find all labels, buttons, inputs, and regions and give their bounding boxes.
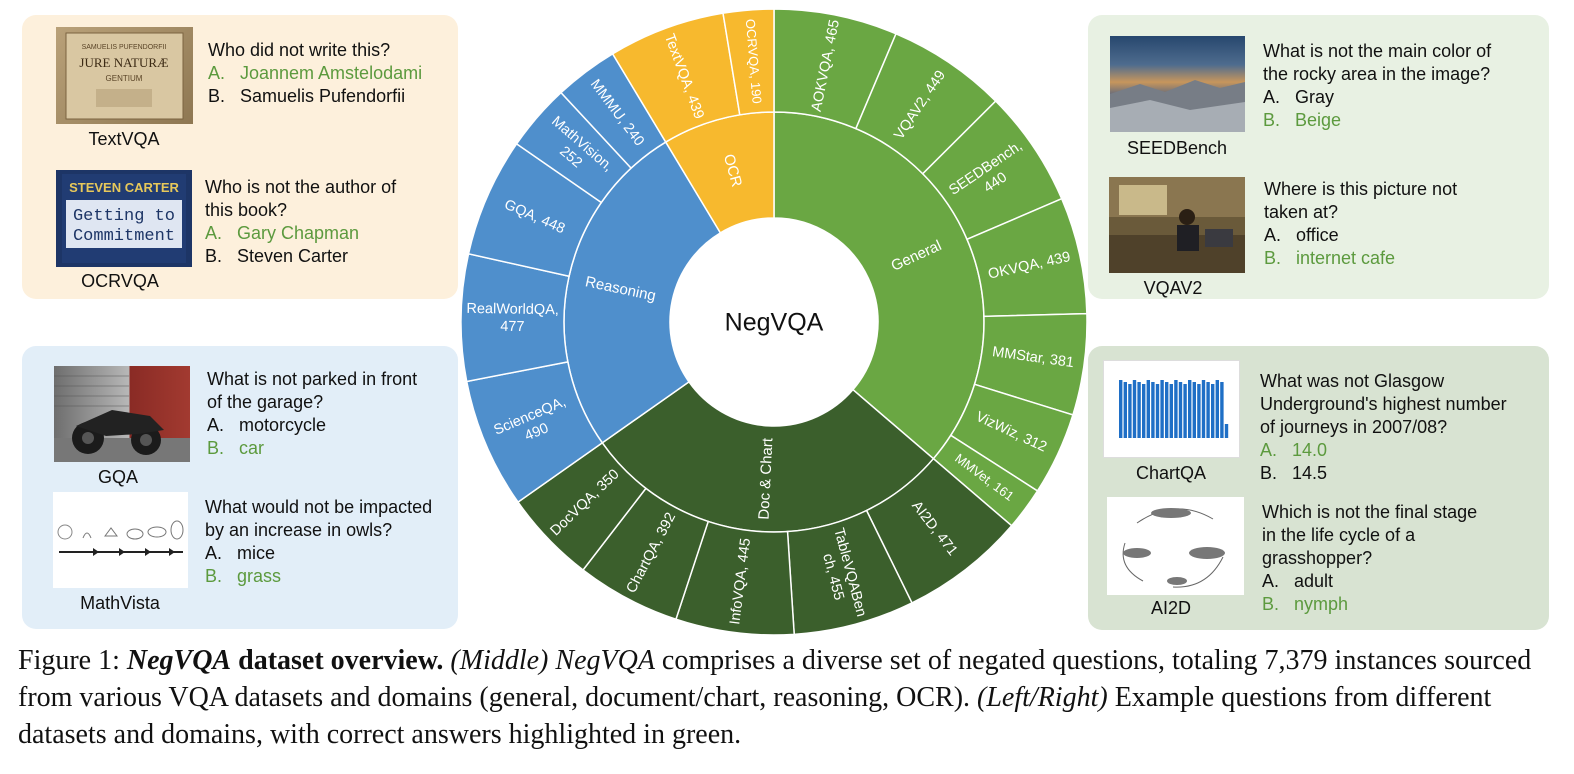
caption-middle-tag: (Middle)	[450, 645, 549, 676]
chartqa-thumbnail	[1103, 360, 1240, 458]
textvqa-thumb-line1: SAMUELIS PUFENDORFII	[82, 44, 167, 51]
ai2d-option-b: B. nymph	[1262, 594, 1349, 614]
vqav2-question: Where is this picture not taken at?	[1264, 179, 1458, 222]
textvqa-dataset-label: TextVQA	[88, 129, 160, 149]
chartqa-question: What was not Glasgow Underground's highe…	[1260, 371, 1507, 437]
textvqa-qa: Who did not write this? A. Joannem Amstel…	[208, 39, 422, 108]
mathvista-option-b: B. grass	[205, 566, 282, 586]
ocrvqa-dataset-label: OCRVQA	[81, 271, 159, 291]
ocrvqa-thumb-line3: Commitment	[73, 227, 175, 246]
seedbench-thumbnail	[1110, 36, 1245, 132]
caption-side-text: Example questions from different dataset…	[18, 682, 1492, 750]
caption-fig-number: Figure 1:	[18, 645, 127, 676]
textvqa-option-a: A. Joannem Amstelodami	[208, 63, 423, 83]
vqav2-option-a: A. office	[1264, 225, 1339, 245]
textvqa-thumb-line2: JURE NATURÆ	[79, 55, 168, 70]
seedbench-dataset-label: SEEDBench	[1126, 138, 1228, 158]
textvqa-question: Who did not write this?	[208, 40, 391, 60]
seedbench-option-b: B. Beige	[1263, 110, 1342, 130]
gqa-qa: What is not parked in front of the garag…	[207, 368, 417, 460]
mathvista-dataset-label: MathVista	[80, 593, 160, 613]
seedbench-option-a: A. Gray	[1263, 87, 1335, 107]
vqav2-thumbnail	[1109, 177, 1245, 273]
vqav2-option-b: B. internet cafe	[1264, 248, 1396, 268]
textvqa-thumb-line3: GENTIUM	[106, 74, 143, 83]
ai2d-thumbnail	[1107, 497, 1244, 595]
domain-label-doc-chart: Doc & Chart	[756, 437, 777, 520]
seedbench-qa: What is not the main color of the rocky …	[1263, 40, 1491, 132]
dataset-label-realworldqa: RealWorldQA,477	[466, 301, 559, 336]
dataset-segment-ocrvqa	[722, 8, 775, 116]
dataset-label-ocrvqa: OCRVQA, 190	[743, 18, 765, 104]
ocrvqa-thumb-line1: STEVEN CARTER	[69, 180, 179, 195]
mathvista-thumbnail	[53, 492, 188, 588]
caption-middle-name: NegVQA	[555, 645, 655, 676]
center-label: NegVQA	[725, 309, 824, 337]
mathvista-qa: What would not be impacted by an increas…	[205, 496, 432, 588]
textvqa-option-b: B. Samuelis Pufendorfii	[208, 86, 406, 106]
ocrvqa-question: Who is not the author of this book?	[205, 177, 397, 220]
mathvista-option-a: A. mice	[205, 543, 276, 563]
caption-side-tag: (Left/Right)	[977, 682, 1108, 713]
seedbench-question: What is not the main color of the rocky …	[1263, 41, 1492, 84]
caption-title-italic: NegVQA	[126, 645, 232, 676]
ocrvqa-qa: Who is not the author of this book? A. Ga…	[205, 176, 396, 268]
ai2d-question: Which is not the final stage in the life…	[1262, 502, 1478, 568]
chartqa-qa: What was not Glasgow Underground's highe…	[1260, 370, 1507, 485]
chartqa-option-b: B. 14.5	[1260, 463, 1328, 483]
caption-middle-text: comprises a diverse set of negated quest…	[18, 645, 1532, 713]
gqa-option-b: B. car	[207, 438, 265, 458]
vqav2-qa: Where is this picture not taken at? A. of…	[1264, 178, 1457, 270]
ai2d-option-a: A. adult	[1262, 571, 1334, 591]
ocrvqa-thumbnail: STEVEN CARTER Getting to Commitment	[56, 170, 192, 267]
figure-caption: Figure 1: NegVQA dataset overview. (Midd…	[18, 642, 1563, 753]
caption-title-rest: dataset overview.	[231, 645, 444, 676]
gqa-question: What is not parked in front of the garag…	[207, 369, 418, 412]
mathvista-question: What would not be impacted by an increas…	[205, 497, 433, 540]
chartqa-option-a: A. 14.0	[1260, 440, 1328, 460]
ocrvqa-option-a: A. Gary Chapman	[205, 223, 360, 243]
gqa-option-a: A. motorcycle	[207, 415, 327, 435]
ai2d-qa: Which is not the final stage in the life…	[1262, 501, 1477, 616]
ai2d-dataset-label: AI2D	[1150, 598, 1192, 618]
gqa-thumbnail	[54, 366, 190, 462]
ocrvqa-thumb-line2: Getting to	[73, 207, 175, 226]
center-hole	[670, 218, 878, 426]
textvqa-thumbnail: SAMUELIS PUFENDORFII JURE NATURÆ GENTIUM	[56, 27, 193, 124]
vqav2-dataset-label: VQAV2	[1143, 278, 1203, 298]
gqa-dataset-label: GQA	[97, 467, 138, 487]
ocrvqa-option-b: B. Steven Carter	[205, 246, 349, 266]
chartqa-dataset-label: ChartQA	[1135, 463, 1207, 483]
